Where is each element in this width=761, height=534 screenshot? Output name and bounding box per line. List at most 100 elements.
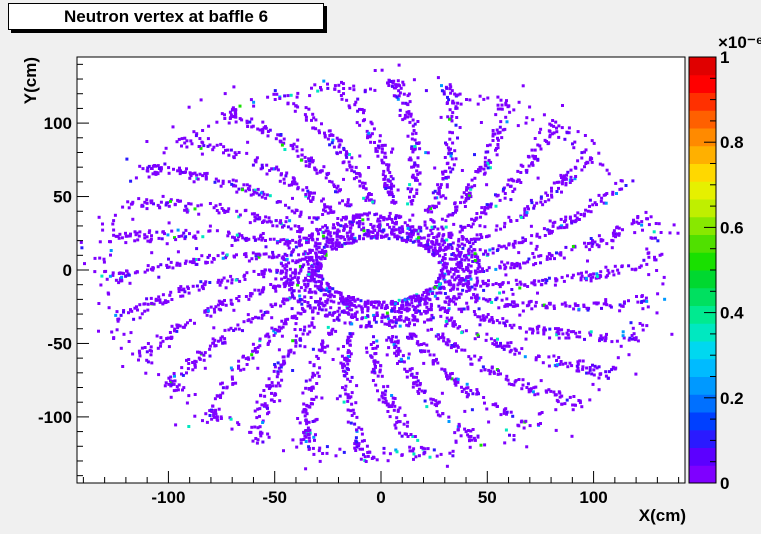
data-point xyxy=(128,234,132,238)
data-point xyxy=(178,324,182,328)
data-point xyxy=(121,365,125,368)
data-point xyxy=(316,285,320,289)
data-point xyxy=(546,193,549,197)
data-point xyxy=(448,279,452,283)
data-point xyxy=(102,257,106,261)
data-point xyxy=(269,220,273,224)
data-point xyxy=(422,361,426,365)
data-point xyxy=(346,377,350,381)
data-point xyxy=(570,221,574,225)
data-point xyxy=(350,375,354,379)
data-point xyxy=(480,211,484,215)
data-point xyxy=(368,230,372,234)
data-point xyxy=(206,144,210,148)
data-point xyxy=(323,345,327,349)
data-point xyxy=(387,405,391,409)
data-point xyxy=(591,363,594,367)
data-point xyxy=(451,449,455,453)
data-point xyxy=(257,288,261,292)
data-point xyxy=(502,411,506,415)
data-point xyxy=(482,288,486,292)
data-point xyxy=(285,281,289,285)
data-point xyxy=(114,313,118,317)
data-point xyxy=(459,250,463,254)
data-point xyxy=(315,171,319,175)
data-point xyxy=(446,146,450,150)
data-point xyxy=(362,196,366,200)
data-point xyxy=(182,231,186,235)
data-point xyxy=(392,184,396,188)
data-point xyxy=(337,291,341,295)
data-point xyxy=(345,297,349,301)
data-point xyxy=(177,235,181,238)
data-point xyxy=(426,151,430,155)
data-point xyxy=(219,393,223,397)
data-point xyxy=(250,353,254,357)
data-point xyxy=(526,154,530,158)
data-point xyxy=(623,300,626,304)
data-point xyxy=(392,225,396,229)
data-point xyxy=(161,194,165,198)
data-point xyxy=(571,408,575,412)
data-point xyxy=(569,175,573,179)
data-point xyxy=(398,307,402,310)
data-point xyxy=(203,351,207,355)
data-point xyxy=(251,439,255,443)
data-point xyxy=(375,149,379,153)
data-point xyxy=(117,272,121,275)
data-point xyxy=(331,313,335,317)
data-point xyxy=(586,259,589,263)
data-point xyxy=(586,242,590,245)
data-point xyxy=(412,129,416,132)
data-point xyxy=(588,198,592,202)
data-point xyxy=(434,249,438,253)
data-point xyxy=(348,220,352,224)
data-point xyxy=(102,260,106,264)
data-point xyxy=(412,294,416,298)
data-point xyxy=(350,156,354,160)
data-point xyxy=(478,248,482,252)
data-point xyxy=(306,282,310,286)
data-point xyxy=(533,393,537,397)
data-point xyxy=(295,209,299,212)
data-point xyxy=(311,347,315,351)
data-point xyxy=(657,222,661,226)
data-point xyxy=(244,189,248,193)
data-point xyxy=(396,188,400,192)
data-point xyxy=(465,237,468,241)
data-point xyxy=(184,170,187,174)
data-point xyxy=(258,339,262,343)
data-point xyxy=(473,176,477,180)
data-point xyxy=(328,332,332,336)
data-point xyxy=(487,319,491,323)
data-point xyxy=(452,283,456,287)
data-point xyxy=(560,402,564,406)
data-point xyxy=(416,120,420,123)
data-point xyxy=(215,229,219,233)
data-point xyxy=(458,260,462,264)
data-point xyxy=(262,126,266,130)
data-point xyxy=(431,398,435,402)
data-point xyxy=(330,329,334,333)
data-point xyxy=(311,259,315,263)
data-point xyxy=(471,222,475,226)
data-point xyxy=(187,202,191,206)
data-point xyxy=(118,232,122,236)
data-point xyxy=(340,97,344,101)
data-point xyxy=(600,196,604,200)
data-point xyxy=(447,152,451,156)
data-point xyxy=(386,223,390,227)
data-point xyxy=(491,342,495,346)
data-point xyxy=(274,219,278,222)
data-point xyxy=(384,389,388,393)
data-point xyxy=(543,200,547,204)
data-point xyxy=(320,248,324,252)
data-point xyxy=(213,344,217,348)
x-tick-label: 0 xyxy=(376,488,385,507)
data-point xyxy=(476,170,480,174)
data-point xyxy=(505,99,508,103)
data-point xyxy=(294,261,298,265)
data-point xyxy=(588,248,592,252)
data-point xyxy=(141,167,145,171)
data-point xyxy=(583,212,586,216)
